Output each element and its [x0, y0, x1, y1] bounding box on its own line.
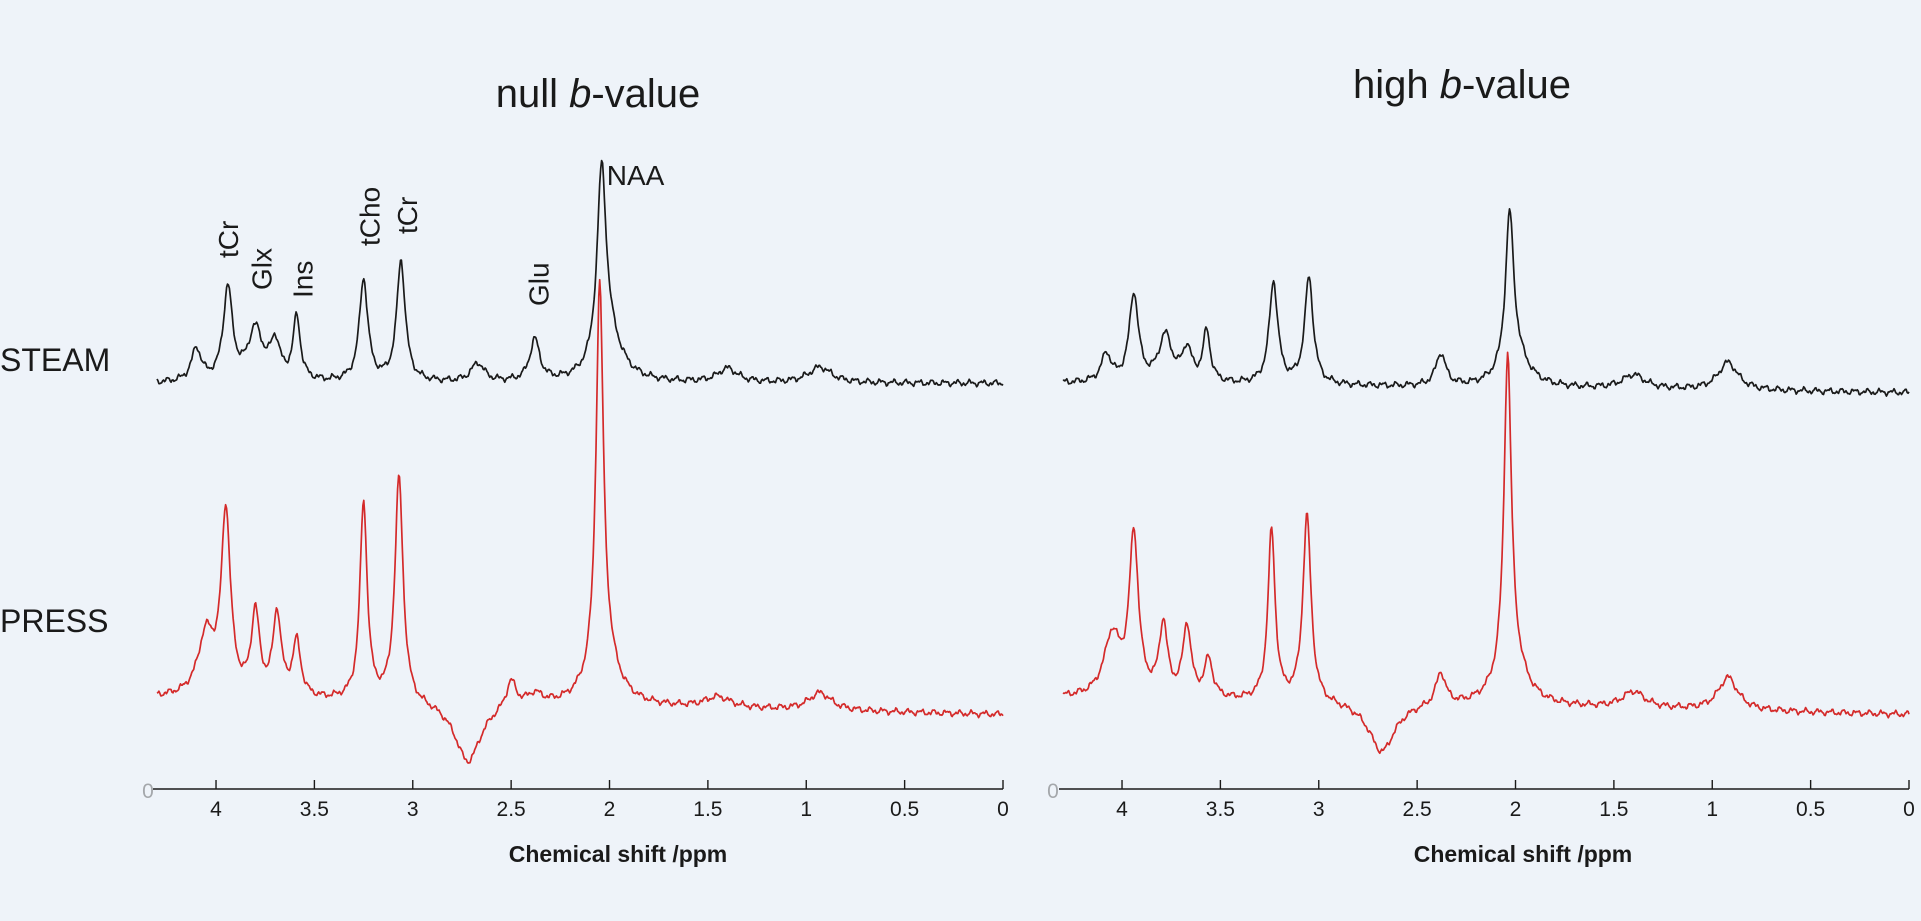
- title-prefix: null: [496, 72, 569, 116]
- panel-title-null-b-value: null b-value: [496, 72, 701, 116]
- title-prefix: high: [1353, 63, 1440, 107]
- peak-label-tcr: tCr: [392, 197, 423, 234]
- title-italic: b: [1440, 63, 1462, 107]
- x-tick-label: 3.5: [300, 798, 329, 821]
- x-tick-label: 0.5: [1796, 798, 1825, 821]
- x-tick-label: 0.5: [890, 798, 919, 821]
- peak-label-tcho: tCho: [355, 187, 386, 246]
- x-tick-label: 2.5: [497, 798, 526, 821]
- x-axis-title-right: Chemical shift /ppm: [1414, 841, 1633, 867]
- spectrum-steam-null-b-value: [156, 159, 1004, 388]
- spectrum-steam-high-b-value: [1062, 207, 1910, 397]
- panel-title-high-b-value: high b-value: [1353, 63, 1571, 107]
- x-tick-label: 2: [604, 798, 616, 821]
- x-tick-label: 0: [997, 798, 1009, 821]
- x-axis-left: 0 4 3.5 3 2.5 2 1.5 1 0.5 0: [142, 780, 1009, 821]
- x-tick-label: 0: [1903, 798, 1915, 821]
- row-label-press: PRESS: [0, 603, 108, 639]
- x-tick-label: 1: [800, 798, 812, 821]
- x-tick-label: 4: [1116, 798, 1128, 821]
- x-tick-label: 3: [1313, 798, 1325, 821]
- peak-label-glu: Glu: [524, 262, 555, 306]
- peak-label-ins: Ins: [288, 261, 319, 298]
- spectrum-press-null-b-value: [156, 278, 1004, 764]
- x-tick-label: 4: [210, 798, 222, 821]
- x-axis-title-left: Chemical shift /ppm: [509, 841, 728, 867]
- row-label-steam: STEAM: [0, 342, 110, 378]
- peak-label-glx: Glx: [246, 248, 277, 290]
- x-tick-label: 3.5: [1206, 798, 1235, 821]
- peak-label-naa: NAA: [607, 160, 665, 191]
- axis-origin-label: 0: [1047, 780, 1059, 803]
- x-tick-label: 1.5: [1599, 798, 1628, 821]
- x-axis-right: 0 4 3.5 3 2.5 2 1.5 1 0.5 0: [1047, 780, 1915, 821]
- title-italic: b: [569, 72, 591, 116]
- title-suffix: -value: [1462, 63, 1571, 107]
- peak-label-tcr: tCr: [213, 221, 244, 258]
- x-tick-label: 2.5: [1403, 798, 1432, 821]
- x-tick-label: 2: [1510, 798, 1522, 821]
- spectra-group: [156, 159, 1910, 764]
- x-tick-label: 1.5: [693, 798, 722, 821]
- spectrum-press-high-b-value: [1062, 351, 1910, 755]
- axis-origin-label: 0: [142, 780, 154, 803]
- title-suffix: -value: [591, 72, 700, 116]
- x-tick-label: 3: [407, 798, 419, 821]
- x-tick-label: 1: [1706, 798, 1718, 821]
